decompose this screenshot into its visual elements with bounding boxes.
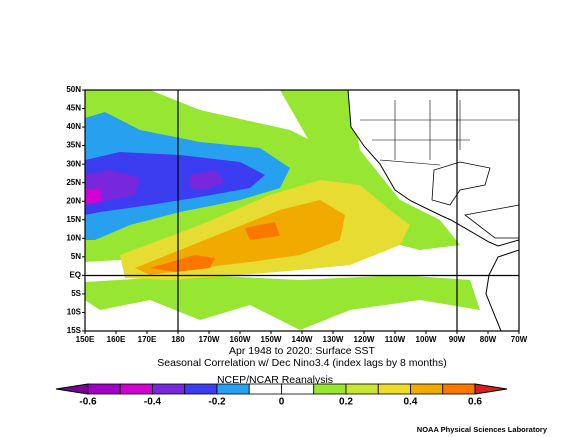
- caption-line: Seasonal Correlation w/ Dec Nino3.4 (ind…: [157, 357, 446, 369]
- green-east: [280, 90, 460, 250]
- green-south: [85, 275, 480, 330]
- lat-label: 15N: [66, 215, 81, 224]
- colorbar-label: -0.2: [208, 397, 226, 408]
- lon-label: 150E: [76, 335, 95, 344]
- caribbean: [464, 204, 519, 239]
- lat-label: 5N: [71, 252, 81, 261]
- lon-label: 110W: [385, 335, 406, 344]
- lat-axis: 50N 45N 40N 35N 30N 25N 20N 15N 10N 5N EQ 5S 10S 15S: [66, 85, 85, 335]
- colorbar-segment: [184, 383, 218, 395]
- colorbar-label: 0.6: [468, 397, 482, 408]
- lon-label: 70W: [511, 335, 528, 344]
- colorbar-segment: [281, 383, 315, 395]
- lon-label: 120W: [354, 335, 375, 344]
- lon-label: 150W: [261, 335, 282, 344]
- lat-label: 50N: [66, 85, 81, 94]
- blue-region: [85, 152, 265, 215]
- lon-label: 80W: [480, 335, 497, 344]
- magenta-spot: [85, 188, 102, 204]
- lat-label: 15S: [67, 326, 82, 335]
- lon-label: 160W: [230, 335, 251, 344]
- colorbar-arrow: [55, 383, 89, 395]
- gulf-of-mexico: [431, 161, 491, 206]
- purple-region: [85, 170, 225, 205]
- lon-axis: 150E 160E 170E 180 170W 160W 150W 140W 130W 120W 1…: [76, 331, 528, 344]
- lon-label: 100W: [416, 335, 437, 344]
- credit: NOAA Physical Sciences Laboratory: [417, 425, 548, 434]
- lat-label: 25N: [66, 178, 81, 187]
- colorbar-segment: [248, 383, 282, 395]
- lon-label: 90W: [449, 335, 466, 344]
- colorbar-segment: [345, 383, 379, 395]
- lat-label: 10N: [66, 233, 81, 242]
- caption-line: NCEP/NCAR Reanalysis: [217, 374, 333, 386]
- lat-label: EQ: [69, 270, 81, 279]
- colorbar-label: 0.4: [404, 397, 418, 408]
- north-america: [347, 90, 519, 247]
- colorbar-segment: [119, 383, 153, 395]
- lat-label: 35N: [66, 141, 81, 150]
- lat-label: 45N: [66, 104, 81, 113]
- orange-band: [135, 200, 345, 275]
- colorbar-segment: [410, 383, 444, 395]
- borders: [360, 100, 519, 166]
- lon-label: 140W: [292, 335, 313, 344]
- colorbar-label: -0.6: [79, 397, 97, 408]
- lon-label: 130W: [323, 335, 344, 344]
- dark-orange: [150, 222, 280, 272]
- lon-label: 160E: [107, 335, 126, 344]
- lat-label: 5S: [71, 289, 81, 298]
- colorbar-segment: [377, 383, 411, 395]
- colorbar-segment: [87, 383, 121, 395]
- lat-label: 40N: [66, 122, 81, 131]
- lon-label: 170W: [199, 335, 220, 344]
- colorbar-label: -0.4: [144, 397, 162, 408]
- colorbar-segment: [313, 383, 347, 395]
- colorbar: -0.6 -0.4 -0.2 0 0.2 0.4 0.6: [55, 383, 508, 408]
- colorbar-label: 0: [279, 397, 285, 408]
- lat-label: 10S: [67, 308, 82, 317]
- lat-label: 20N: [66, 196, 81, 205]
- colorbar-segment: [152, 383, 186, 395]
- sst-field: [85, 90, 519, 331]
- colorbar-segment: [216, 383, 250, 395]
- colorbar-label: 0.2: [339, 397, 353, 408]
- caption-line: Apr 1948 to 2020: Surface SST: [229, 345, 376, 357]
- lon-label: 170E: [138, 335, 157, 344]
- colorbar-arrow: [474, 383, 508, 395]
- colorbar-segment: [442, 383, 476, 395]
- lon-label: 180: [171, 335, 185, 344]
- lat-label: 30N: [66, 159, 81, 168]
